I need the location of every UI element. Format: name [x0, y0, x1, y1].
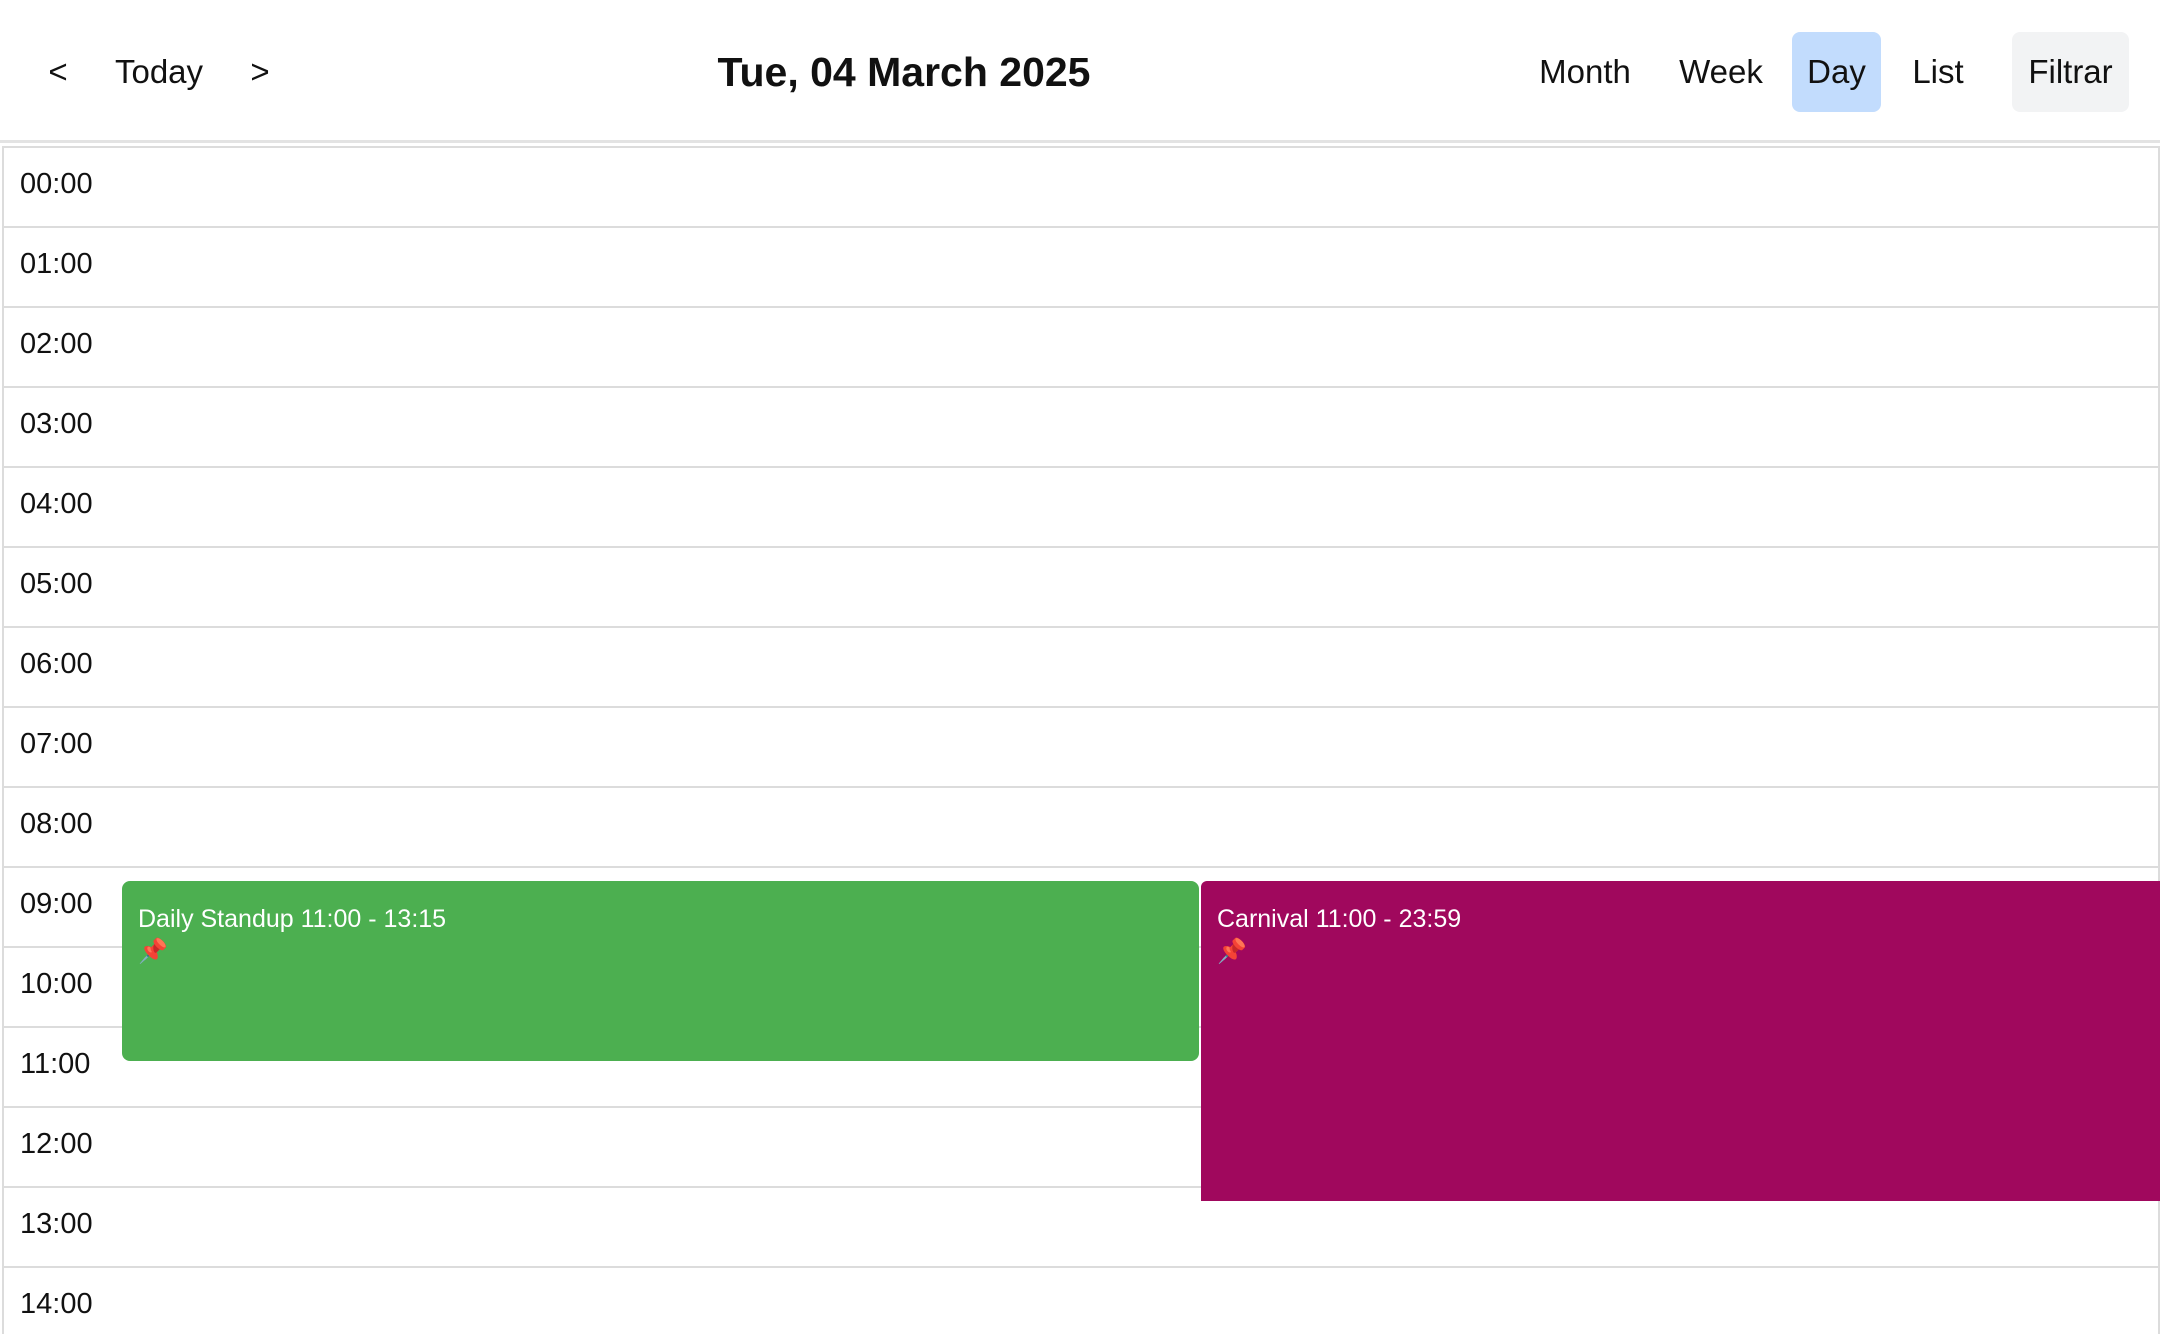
next-button[interactable]: > [250, 53, 270, 90]
hour-slot-14[interactable]: 14:00 [2, 1266, 2160, 1334]
hour-slot-13[interactable]: 13:00 [2, 1186, 2160, 1266]
event-title: Daily Standup 11:00 - 13:15 [138, 905, 447, 933]
today-button[interactable]: Today [114, 53, 204, 90]
day-time-grid: 00:00 01:00 02:00 03:00 04:00 05:00 06:0… [0, 146, 2160, 1334]
calendar-title: Tue, 04 March 2025 [717, 49, 1091, 95]
hour-slot-02[interactable]: 02:00 [2, 306, 2160, 386]
hour-label: 05:00 [20, 568, 93, 600]
hour-slot-12[interactable]: 12:00 [2, 1106, 2160, 1186]
calendar-toolbar: < Today > Tue, 04 March 2025 Month Week … [0, 0, 2160, 143]
view-list-button[interactable]: List [1912, 53, 1964, 90]
event-carnival[interactable]: Carnival 11:00 - 23:59 📌 [1201, 881, 2160, 1201]
hour-label: 07:00 [20, 728, 93, 760]
hour-slot-04[interactable]: 04:00 [2, 466, 2160, 546]
hour-slot-08[interactable]: 08:00 [2, 786, 2160, 866]
hour-slot-03[interactable]: 03:00 [2, 386, 2160, 466]
hour-slot-05[interactable]: 05:00 [2, 546, 2160, 626]
hour-label: 14:00 [20, 1288, 93, 1320]
hour-slot-00[interactable]: 00:00 [2, 146, 2160, 226]
filter-button[interactable]: Filtrar [2012, 32, 2129, 112]
view-week-button[interactable]: Week [1679, 53, 1763, 90]
hour-label: 02:00 [20, 328, 93, 360]
previous-button[interactable]: < [48, 53, 68, 90]
hour-label: 08:00 [20, 808, 93, 840]
hour-label: 09:00 [20, 888, 93, 920]
hour-label: 03:00 [20, 408, 93, 440]
hour-label: 10:00 [20, 968, 93, 1000]
view-month-button[interactable]: Month [1539, 53, 1631, 90]
event-title: Carnival 11:00 - 23:59 [1217, 905, 1462, 933]
hour-label: 01:00 [20, 248, 93, 280]
view-day-button[interactable]: Day [1792, 32, 1881, 112]
event-daily-standup[interactable]: Daily Standup 11:00 - 13:15 📌 [122, 881, 1199, 1061]
pin-icon: 📌 [138, 938, 168, 965]
hour-slot-01[interactable]: 01:00 [2, 226, 2160, 306]
hour-slot-07[interactable]: 07:00 [2, 706, 2160, 786]
pin-icon: 📌 [1217, 938, 1247, 965]
hour-label: 12:00 [20, 1128, 93, 1160]
hour-label: 04:00 [20, 488, 93, 520]
hour-slot-06[interactable]: 06:00 [2, 626, 2160, 706]
hour-label: 11:00 [20, 1048, 91, 1080]
hour-label: 13:00 [20, 1208, 93, 1240]
hour-label: 06:00 [20, 648, 93, 680]
hour-label: 00:00 [20, 168, 93, 200]
